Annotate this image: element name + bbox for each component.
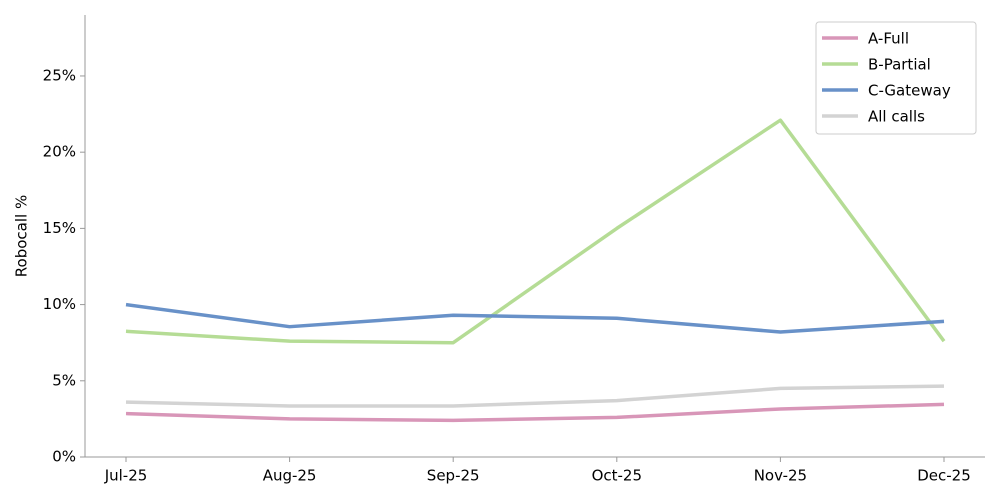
y-tick-label: 5%: [52, 371, 76, 389]
x-tick-label: Sep-25: [427, 467, 480, 485]
y-tick-label: 10%: [43, 295, 76, 313]
y-tick-label: 15%: [43, 219, 76, 237]
y-tick-label: 25%: [43, 66, 76, 84]
legend-label: All calls: [868, 108, 925, 126]
legend-label: A-Full: [868, 30, 909, 48]
x-tick-label: Jul-25: [104, 467, 148, 485]
series-line: [125, 302, 945, 334]
x-tick-label: Aug-25: [263, 467, 317, 485]
x-tick-label: Oct-25: [592, 467, 642, 485]
legend-box: [815, 21, 977, 135]
y-axis-label: Robocall %: [13, 195, 31, 277]
x-tick-label: Nov-25: [754, 467, 807, 485]
y-tick-label: 20%: [43, 143, 76, 161]
series-line: [125, 402, 945, 423]
series-line: [125, 384, 945, 408]
legend-label: C-Gateway: [868, 82, 951, 100]
x-tick-label: Dec-25: [917, 467, 971, 485]
y-tick-label: 0%: [52, 448, 76, 466]
legend-label: B-Partial: [868, 56, 931, 74]
series-line: [125, 118, 946, 345]
